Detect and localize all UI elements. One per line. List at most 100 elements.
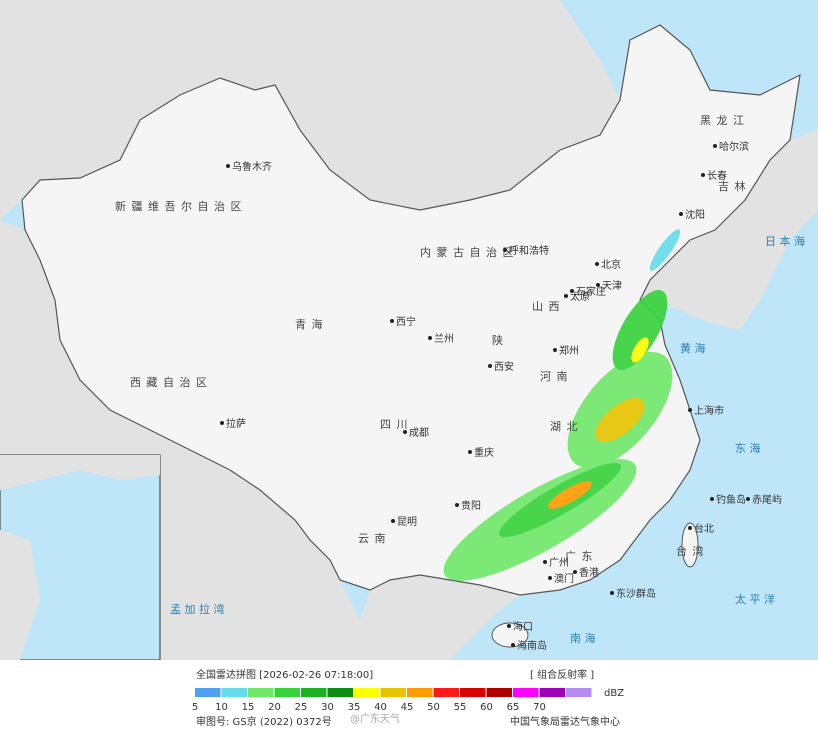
- city-label: 乌鲁木齐: [232, 160, 272, 173]
- city-dot: [428, 336, 432, 340]
- inset-land: [0, 455, 160, 490]
- sea-label: 孟 加 拉 湾: [170, 602, 225, 616]
- city-dot: [713, 144, 717, 148]
- city-label: 钓鱼岛: [716, 493, 746, 506]
- city-dot: [548, 576, 552, 580]
- city-label: 成都: [409, 427, 429, 439]
- region-label: 西 藏 自 治 区: [130, 375, 208, 389]
- region-label: 内 蒙 古 自 治 区: [420, 245, 514, 259]
- region-label: 青 海: [295, 317, 324, 331]
- city-label: 北京: [601, 258, 621, 271]
- city-label: 广州: [549, 557, 569, 569]
- legend-label: 20: [268, 702, 281, 713]
- city-dot: [595, 262, 599, 266]
- city-label: 海南岛: [517, 639, 547, 652]
- sea-label: 黄 海: [680, 341, 706, 355]
- city-label: 西安: [494, 360, 514, 373]
- region-label: 陕: [492, 333, 504, 347]
- neighbor-land: [0, 0, 620, 220]
- city-dot: [390, 319, 394, 323]
- hainan: [491, 622, 529, 648]
- region-label: 新 疆 维 吾 尔 自 治 区: [115, 199, 242, 213]
- city-label: 东沙群岛: [616, 587, 656, 600]
- legend-label: 65: [507, 702, 520, 713]
- city-label: 沈阳: [685, 208, 705, 221]
- city-label: 赤尾屿: [752, 494, 782, 506]
- region-label: 河 南: [540, 370, 569, 383]
- city-dot: [488, 364, 492, 368]
- legend-label: 25: [295, 702, 308, 713]
- sea-label: 东 海: [735, 441, 761, 455]
- city-dot: [688, 526, 692, 530]
- city-dot: [543, 560, 547, 564]
- sea-label: 日 本 海: [765, 234, 805, 248]
- city-label: 澳门: [554, 572, 574, 585]
- city-dot: [564, 294, 568, 298]
- city-dot: [507, 624, 511, 628]
- city-dot: [688, 408, 692, 412]
- city-dot: [468, 450, 472, 454]
- region-label: 云 南: [358, 532, 387, 545]
- city-dot: [220, 421, 224, 425]
- taiwan: [681, 522, 699, 568]
- legend-label: 45: [401, 702, 414, 713]
- legend-label: 40: [374, 702, 387, 713]
- city-dot: [610, 591, 614, 595]
- city-label: 昆明: [397, 516, 417, 528]
- source: 中国气象局雷达气象中心: [510, 715, 620, 728]
- city-label: 哈尔滨: [719, 140, 749, 153]
- approval-number: 审图号: GS京 (2022) 0372号: [196, 715, 332, 728]
- legend-swatch: [433, 688, 459, 697]
- legend-swatch: [486, 688, 512, 697]
- legend-swatch: [274, 688, 300, 697]
- legend-swatch: [380, 688, 406, 697]
- legend-label: 70: [533, 702, 546, 713]
- neighbor-land: [360, 575, 520, 660]
- city-label: 西宁: [396, 315, 416, 328]
- legend-swatch: [407, 688, 433, 697]
- sea-label: 南 海: [570, 631, 596, 645]
- city-label: 海口: [513, 620, 533, 633]
- city-label: 长春: [707, 170, 727, 182]
- legend-label: 60: [480, 702, 493, 713]
- region-label: 四 川: [380, 418, 409, 431]
- city-dot: [226, 164, 230, 168]
- city-dot: [511, 643, 515, 647]
- legend-label: 55: [454, 702, 467, 713]
- region-label: 湖 北: [550, 420, 579, 433]
- legend-swatch: [301, 688, 327, 697]
- legend-swatch: [195, 688, 221, 697]
- region-label: 山 西: [532, 300, 561, 313]
- legend-swatch: [566, 688, 592, 697]
- inset: [0, 454, 161, 661]
- city-dot: [503, 248, 507, 252]
- legend-label: 50: [427, 702, 440, 713]
- legend-swatch: [248, 688, 274, 697]
- city-label: 兰州: [434, 332, 454, 345]
- city-dot: [573, 570, 577, 574]
- legend-swatch: [539, 688, 565, 697]
- city-label: 拉萨: [226, 417, 246, 430]
- region-label: 黑 龙 江: [700, 114, 745, 127]
- city-dot: [403, 430, 407, 434]
- inset-land: [0, 530, 40, 660]
- city-label: 重庆: [474, 446, 494, 459]
- legend-swatch: [460, 688, 486, 697]
- watermark: @广东天气: [350, 712, 400, 725]
- legend-label: 5: [192, 702, 198, 713]
- legend-swatch: [221, 688, 247, 697]
- city-dot: [679, 212, 683, 216]
- city-label: 上海市: [694, 404, 724, 417]
- city-label: 天津: [602, 280, 622, 292]
- legend-swatch: [327, 688, 353, 697]
- legend-unit: dBZ: [604, 688, 624, 699]
- city-label: 贵阳: [461, 499, 481, 512]
- city-dot: [391, 519, 395, 523]
- legend-swatch: [354, 688, 380, 697]
- legend-label: 35: [348, 702, 361, 713]
- city-label: 台北: [694, 522, 714, 535]
- city-label: 太原: [570, 290, 590, 303]
- city-dot: [746, 497, 750, 501]
- region-label: 广 东: [565, 550, 594, 563]
